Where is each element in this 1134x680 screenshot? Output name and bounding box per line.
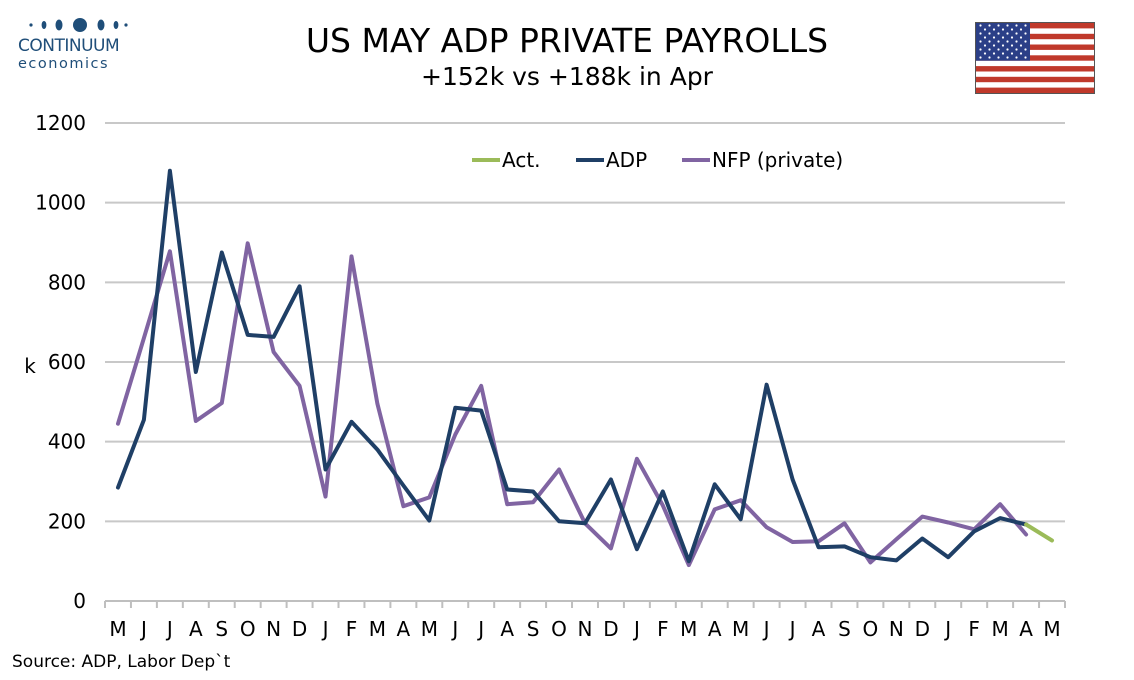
- x-tick-label: A: [189, 617, 203, 641]
- series-line-adp: [116, 168, 1029, 564]
- series-line-nfp-private: [116, 241, 1029, 568]
- gridlines: [105, 122, 1065, 602]
- x-tick-label: D: [292, 617, 307, 641]
- x-tick-label: J: [165, 617, 173, 641]
- continuum-logo: CONTINUUM economics: [14, 14, 134, 76]
- legend-label: NFP (private): [712, 148, 843, 172]
- source-note: Source: ADP, Labor Dep`t: [12, 652, 231, 672]
- x-tick-label: A: [812, 617, 826, 641]
- x-tick-label: M: [992, 617, 1009, 641]
- y-tick-label: 1000: [35, 191, 86, 215]
- logo-name: CONTINUUM: [18, 36, 120, 56]
- x-tick-label: F: [968, 617, 980, 641]
- x-tick-label: M: [1043, 617, 1060, 641]
- x-tick-label: S: [215, 617, 228, 641]
- x-tick-label: J: [476, 617, 484, 641]
- x-tick-label: N: [578, 617, 593, 641]
- x-tick-label: J: [762, 617, 770, 641]
- series-line-act: [1024, 522, 1054, 543]
- x-tick-label: M: [680, 617, 697, 641]
- x-tick-label: J: [788, 617, 796, 641]
- logo-dots-icon: [29, 18, 128, 32]
- x-tick-label: A: [500, 617, 514, 641]
- x-tick-label: A: [708, 617, 722, 641]
- x-tick-label: A: [1019, 617, 1033, 641]
- series-lines: [116, 168, 1054, 568]
- x-tick-label: J: [943, 617, 951, 641]
- legend: Act. ADP NFP (private): [472, 148, 843, 172]
- x-tick-label: A: [397, 617, 411, 641]
- y-axis-label: k: [24, 354, 36, 378]
- x-tick-label: O: [240, 617, 256, 641]
- x-tick-label: M: [369, 617, 386, 641]
- x-tick-label: F: [657, 617, 669, 641]
- x-tick-label: O: [863, 617, 879, 641]
- y-tick-labels: 0 200 400 600 800 1000 1200: [35, 111, 86, 613]
- x-tick-label: J: [139, 617, 147, 641]
- chart-title: US MAY ADP PRIVATE PAYROLLS: [305, 21, 829, 60]
- x-tick-label: N: [266, 617, 281, 641]
- legend-label: ADP: [606, 148, 647, 172]
- x-tick-label: D: [915, 617, 930, 641]
- y-tick-label: 600: [48, 350, 86, 374]
- y-tick-label: 0: [73, 589, 86, 613]
- x-tick-label: O: [551, 617, 567, 641]
- x-tick-label: N: [889, 617, 904, 641]
- legend-label: Act.: [502, 148, 541, 172]
- x-tick-label: S: [527, 617, 540, 641]
- x-tick-label: D: [603, 617, 618, 641]
- x-tick-label: F: [346, 617, 358, 641]
- x-tick-label: J: [450, 617, 458, 641]
- x-tick-label: M: [732, 617, 749, 641]
- chart-subtitle: +152k vs +188k in Apr: [421, 62, 713, 91]
- y-tick-label: 800: [48, 270, 86, 294]
- x-tick-label: J: [632, 617, 640, 641]
- x-tick-label: M: [109, 617, 126, 641]
- y-tick-label: 400: [48, 430, 86, 454]
- x-tick-label: S: [838, 617, 851, 641]
- y-tick-label: 200: [48, 509, 86, 533]
- x-tick-label: J: [321, 617, 329, 641]
- y-tick-label: 1200: [35, 111, 86, 135]
- logo-sub: economics: [18, 56, 110, 72]
- us-flag-icon: [975, 22, 1095, 94]
- x-tick-label: M: [421, 617, 438, 641]
